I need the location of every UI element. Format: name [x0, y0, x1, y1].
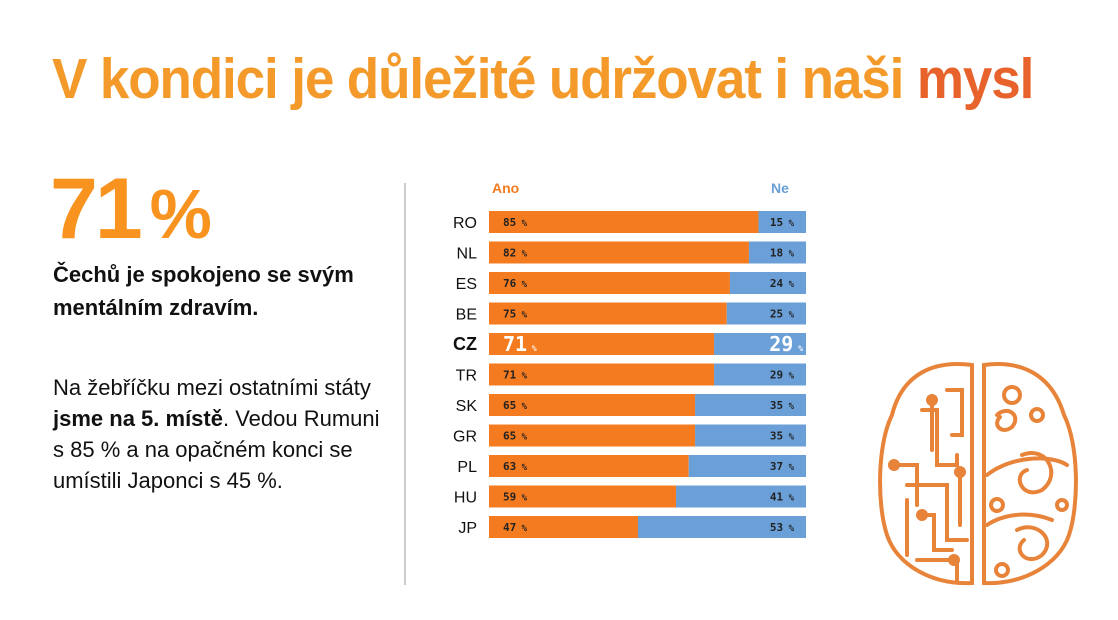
paragraph-part: Na žebříčku mezi ostatními státy	[53, 375, 371, 400]
category-label: SK	[456, 398, 478, 415]
data-label-yes: 85 %	[503, 216, 528, 229]
bar-yes	[489, 302, 727, 325]
category-label: ES	[456, 276, 477, 293]
bar-yes	[489, 485, 677, 508]
category-label: HU	[454, 490, 477, 507]
bar-yes	[489, 363, 715, 386]
bar-no	[676, 485, 806, 508]
lead-text: Čechů je spokojeno se svým mentálním zdr…	[53, 262, 354, 320]
category-label: TR	[456, 368, 477, 385]
data-label-yes: 75 %	[503, 308, 528, 321]
bar-no	[726, 302, 806, 325]
bar-no	[729, 272, 806, 294]
data-label-no: 29 %	[770, 369, 795, 382]
category-label: NL	[457, 246, 478, 263]
data-label-yes: 59 %	[503, 491, 528, 504]
paragraph-bold: jsme na 5. místě	[53, 406, 223, 431]
paragraph: Na žebříčku mezi ostatními státy jsme na…	[53, 372, 383, 496]
page-title: V kondici je důležité udržovat i naši my…	[52, 46, 1034, 112]
bar-yes	[489, 272, 730, 294]
paragraph-part: . Vedou Rumuni s 85 % a na opačném konci…	[53, 406, 380, 493]
title-main: V kondici je důležité udržovat i naši	[52, 47, 917, 111]
stacked-bar-chart: RO 85 % 15 % NL 82 % 18 % ES 76 % 24 % BE 75 % 25 %…	[453, 211, 806, 538]
category-label: JP	[458, 520, 477, 537]
data-label-yes: 82 %	[503, 247, 528, 260]
data-label-yes: 71 %	[503, 369, 528, 382]
bar-yes	[489, 455, 689, 477]
divider	[404, 183, 406, 585]
bar-yes	[489, 516, 638, 538]
data-label-yes: 65 %	[503, 399, 528, 412]
bar-no	[714, 363, 806, 386]
category-label: CZ	[453, 334, 477, 354]
data-label-no: 41 %	[770, 491, 795, 504]
category-label: BE	[456, 307, 477, 324]
data-label-yes: 47 %	[503, 521, 528, 534]
bar-yes	[489, 211, 759, 233]
bar-no	[714, 333, 806, 355]
bar-no	[695, 424, 806, 447]
data-label-yes: 76 %	[503, 277, 528, 290]
data-label-no: 24 %	[770, 277, 795, 290]
bar-no	[695, 394, 806, 416]
bar-yes	[489, 394, 696, 416]
data-label-no: 37 %	[770, 460, 795, 473]
headline-value: 71	[50, 161, 143, 257]
bar-no	[748, 241, 806, 264]
brain-circuit-icon	[878, 362, 1078, 586]
title-accent: mysl	[916, 47, 1034, 111]
category-label: PL	[457, 459, 477, 476]
bar-yes	[489, 424, 696, 447]
bar-no	[688, 455, 806, 477]
bar-yes	[489, 241, 749, 264]
legend-no: Ne	[771, 180, 789, 196]
headline-stat: 71%	[50, 160, 212, 259]
category-label: RO	[453, 215, 477, 232]
data-label-no: 25 %	[770, 308, 795, 321]
bar-yes	[489, 333, 715, 355]
headline-unit: %	[149, 175, 212, 253]
data-label-no: 53 %	[770, 521, 795, 534]
data-label-yes: 65 %	[503, 430, 528, 443]
data-label-no: 35 %	[770, 430, 795, 443]
data-label-yes: 63 %	[503, 460, 528, 473]
data-label-no: 18 %	[770, 247, 795, 260]
legend-yes: Ano	[492, 180, 520, 196]
data-label-no: 15 %	[770, 216, 795, 229]
category-label: GR	[453, 429, 477, 446]
data-label-no: 35 %	[770, 399, 795, 412]
bar-no	[758, 211, 806, 233]
bar-no	[637, 516, 806, 538]
